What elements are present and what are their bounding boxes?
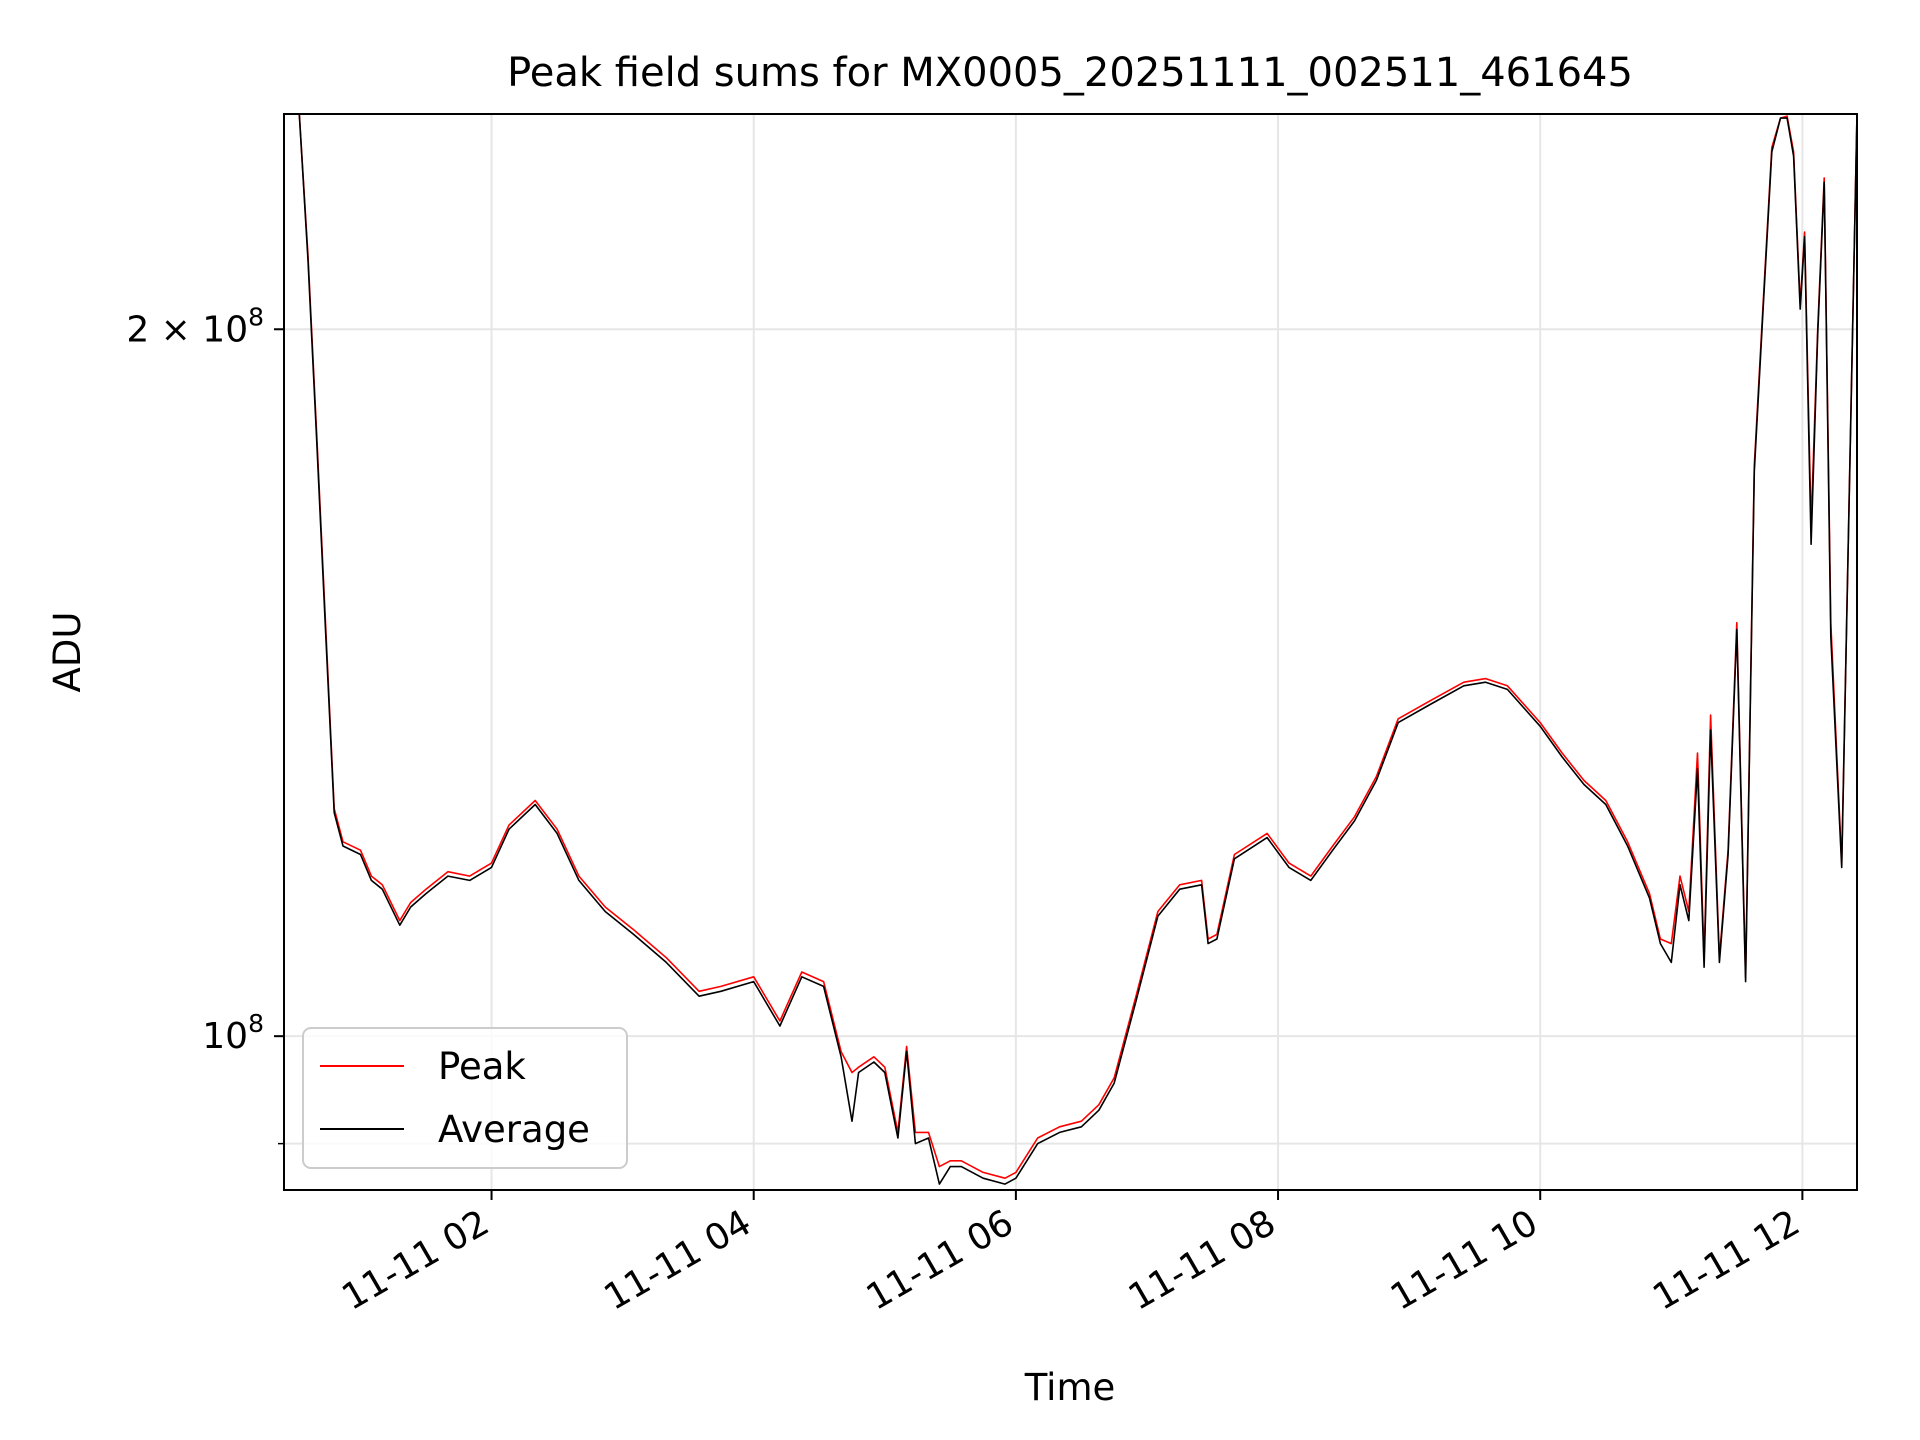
- legend-box: [302, 1027, 628, 1169]
- y-tick-label-base: 10: [202, 1016, 248, 1057]
- series-lines: [284, 114, 1857, 1185]
- x-axis-label: Time: [1024, 1366, 1116, 1409]
- legend-label-average: Average: [438, 1108, 590, 1151]
- plot-frame: [283, 113, 1858, 1191]
- legend-label-peak: Peak: [438, 1045, 526, 1088]
- chart-title: Peak field sums for MX0005_20251111_0025…: [507, 50, 1633, 96]
- y-tick-label-exponent: 8: [248, 302, 264, 331]
- y-tick-label: 2 × 108: [126, 302, 264, 350]
- y-tick-label-base: 2 × 10: [126, 309, 248, 350]
- y-tick-label: 108: [202, 1009, 264, 1057]
- y-axis-label: ADU: [46, 612, 89, 693]
- series-line-average: [284, 114, 1857, 1185]
- y-tick-label-exponent: 8: [248, 1009, 264, 1038]
- legend: Peak Average: [302, 1027, 628, 1169]
